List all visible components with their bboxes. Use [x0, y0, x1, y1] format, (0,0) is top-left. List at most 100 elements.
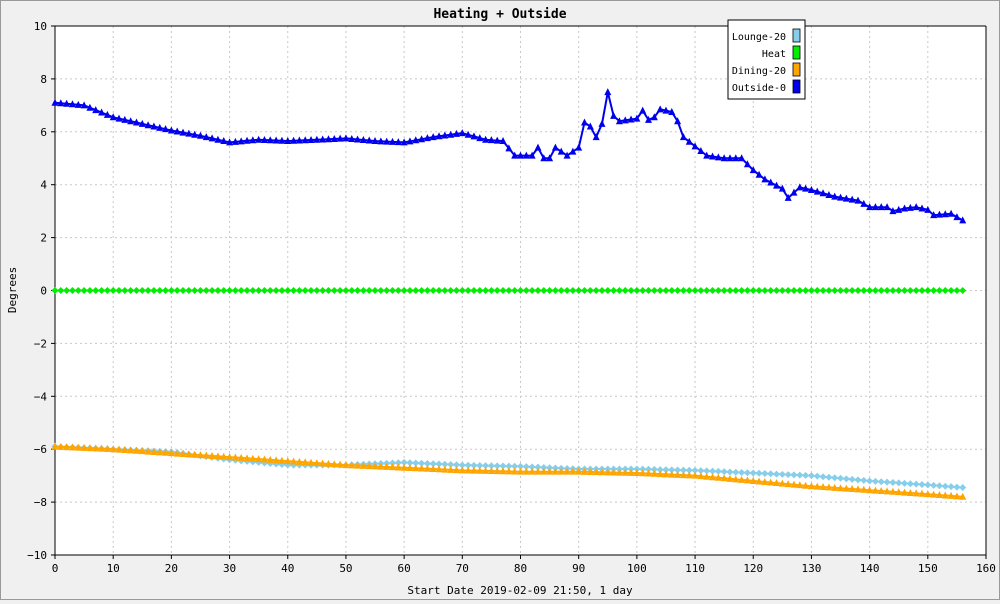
data-point-heat	[511, 287, 519, 294]
data-point-outside-0	[115, 114, 123, 122]
data-point-dining-20	[191, 450, 199, 458]
data-point-lounge-20	[743, 469, 751, 477]
y-tick-label: −4	[34, 390, 48, 403]
y-tick-label: 10	[34, 20, 47, 33]
data-point-dining-20	[650, 469, 658, 477]
data-point-heat	[662, 287, 670, 294]
data-point-lounge-20	[959, 484, 967, 492]
data-point-lounge-20	[860, 476, 868, 484]
data-point-dining-20	[284, 457, 292, 465]
data-point-outside-0	[749, 166, 757, 174]
data-point-heat	[802, 287, 810, 294]
data-point-heat	[214, 287, 222, 294]
data-point-heat	[540, 287, 548, 294]
data-point-outside-0	[214, 135, 222, 143]
data-point-dining-20	[924, 490, 932, 498]
data-point-lounge-20	[953, 483, 961, 491]
data-point-heat	[92, 287, 100, 294]
data-point-outside-0	[767, 178, 775, 186]
data-point-dining-20	[645, 469, 653, 477]
data-point-heat	[231, 287, 239, 294]
data-point-dining-20	[551, 467, 559, 475]
data-point-outside-0	[650, 113, 658, 121]
data-point-lounge-20	[767, 470, 775, 478]
data-point-heat	[493, 287, 501, 294]
data-point-outside-0	[906, 203, 914, 211]
data-point-heat	[243, 287, 251, 294]
data-point-dining-20	[214, 452, 222, 460]
data-point-dining-20	[109, 445, 117, 453]
data-point-outside-0	[633, 114, 641, 122]
data-point-dining-20	[202, 451, 210, 459]
data-point-outside-0	[551, 143, 559, 151]
data-point-outside-0	[528, 151, 536, 159]
data-point-dining-20	[528, 467, 536, 475]
data-point-lounge-20	[802, 471, 810, 479]
data-point-dining-20	[901, 488, 909, 496]
y-tick-label: −6	[34, 443, 47, 456]
data-point-outside-0	[947, 209, 955, 217]
data-point-outside-0	[720, 154, 728, 162]
x-tick-label: 70	[456, 562, 469, 575]
data-point-lounge-20	[813, 472, 821, 480]
data-point-dining-20	[400, 463, 408, 471]
data-point-outside-0	[162, 125, 170, 133]
data-point-outside-0	[645, 115, 653, 123]
data-point-dining-20	[691, 471, 699, 479]
data-point-lounge-20	[738, 468, 746, 476]
x-tick-label: 10	[107, 562, 120, 575]
data-point-outside-0	[871, 203, 879, 211]
data-point-dining-20	[557, 467, 565, 475]
data-point-dining-20	[807, 482, 815, 490]
data-point-outside-0	[592, 133, 600, 141]
data-point-outside-0	[604, 88, 612, 96]
data-point-lounge-20	[400, 458, 408, 466]
data-point-lounge-20	[778, 470, 786, 478]
data-point-outside-0	[866, 203, 874, 211]
data-point-outside-0	[860, 199, 868, 207]
data-point-dining-20	[906, 488, 914, 496]
data-point-lounge-20	[755, 469, 763, 477]
data-point-outside-0	[534, 143, 542, 151]
data-point-outside-0	[848, 195, 856, 203]
data-point-dining-20	[348, 461, 356, 469]
data-point-outside-0	[383, 137, 391, 145]
data-point-dining-20	[674, 470, 682, 478]
chart-title: Heating + Outside	[433, 7, 566, 22]
data-point-heat	[179, 287, 187, 294]
data-point-heat	[581, 287, 589, 294]
data-point-dining-20	[522, 467, 530, 475]
data-point-lounge-20	[837, 474, 845, 482]
data-point-dining-20	[359, 461, 367, 469]
data-point-dining-20	[575, 467, 583, 475]
data-point-dining-20	[226, 453, 234, 461]
data-point-outside-0	[51, 98, 59, 106]
data-point-dining-20	[941, 491, 949, 499]
data-point-dining-20	[196, 451, 204, 459]
data-point-dining-20	[231, 453, 239, 461]
data-point-heat	[447, 287, 455, 294]
data-point-heat	[284, 287, 292, 294]
data-point-dining-20	[860, 485, 868, 493]
data-point-dining-20	[837, 484, 845, 492]
data-point-lounge-20	[941, 482, 949, 490]
data-point-lounge-20	[866, 477, 874, 485]
data-point-lounge-20	[464, 461, 472, 469]
data-point-outside-0	[452, 129, 460, 137]
data-point-lounge-20	[877, 478, 885, 486]
data-point-lounge-20	[423, 459, 431, 467]
data-point-lounge-20	[709, 467, 717, 475]
data-point-lounge-20	[691, 466, 699, 474]
data-point-heat	[569, 287, 577, 294]
data-point-outside-0	[109, 113, 117, 121]
data-point-heat	[784, 287, 792, 294]
data-point-lounge-20	[825, 473, 833, 481]
data-point-outside-0	[371, 137, 379, 145]
data-point-dining-20	[290, 457, 298, 465]
data-point-heat	[185, 287, 193, 294]
data-point-outside-0	[755, 170, 763, 178]
data-point-dining-20	[487, 467, 495, 475]
data-point-heat	[295, 287, 303, 294]
data-point-outside-0	[92, 106, 100, 114]
data-point-heat	[429, 287, 437, 294]
